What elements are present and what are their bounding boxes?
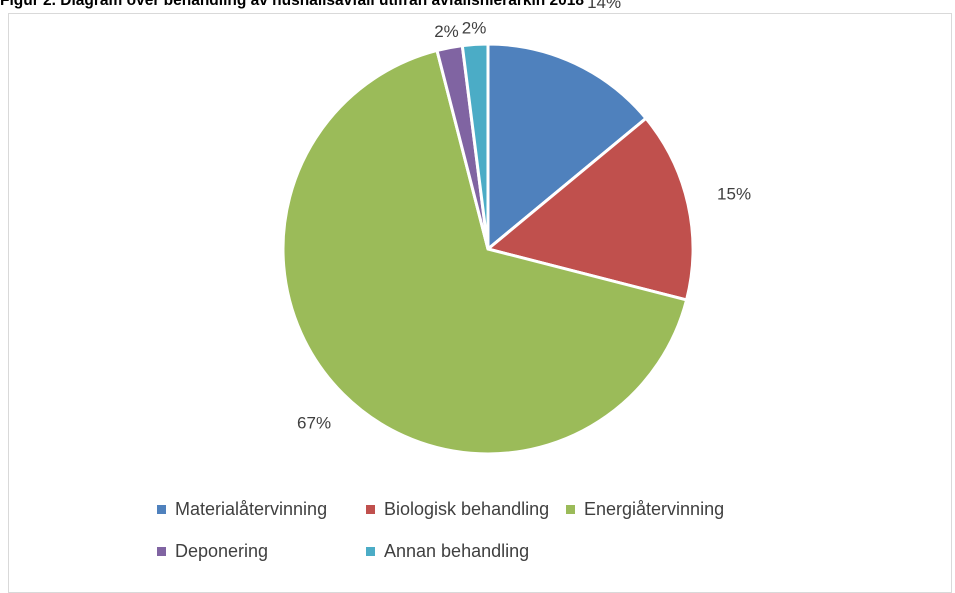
pie-slice-annan-behandling <box>460 42 490 250</box>
data-label-materialatervinning: 14% <box>587 0 621 12</box>
data-label-biologisk-behandling: 15% <box>717 184 751 203</box>
pie-slice-energiatervinning <box>281 48 689 456</box>
pie-slice-materialatervinning <box>486 42 649 253</box>
data-label-energiatervinning: 67% <box>297 413 331 432</box>
data-label-deponering: 2% <box>434 22 459 41</box>
pie-chart: 14% 15% 67% 2% 2% <box>281 0 751 456</box>
data-label-annan-behandling: 2% <box>462 19 487 38</box>
pie-slice-biologisk-behandling <box>484 116 695 302</box>
figure-title: Figur 2. Diagram över behandling av hush… <box>0 0 585 9</box>
